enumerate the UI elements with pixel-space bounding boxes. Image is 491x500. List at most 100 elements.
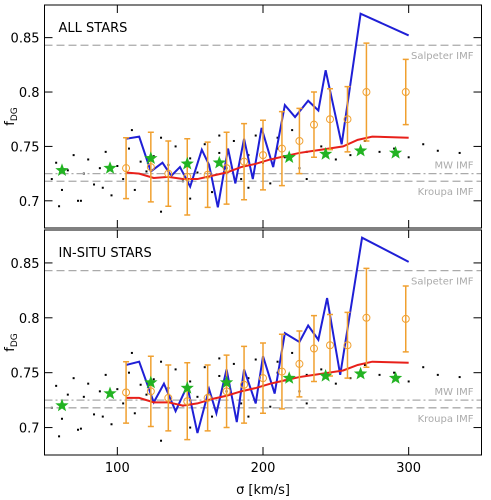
plot-area [44,236,482,442]
panel-title: IN-SITU STARS [59,246,152,261]
error-point [259,374,267,383]
data-point [269,182,272,185]
data-point [320,145,323,148]
star [144,151,158,164]
data-point [232,139,235,142]
data-point [247,377,250,380]
data-point [130,129,133,132]
y-label-sub: DG [10,333,20,347]
y-tick-label: 0.75 [11,367,40,382]
star [144,375,158,389]
data-point [218,151,221,154]
data-point [152,378,155,381]
star [103,161,117,174]
data-point [104,373,107,376]
star [103,386,117,400]
data-point [116,388,119,391]
error-point [343,115,352,124]
data-point [305,373,308,376]
data-point [305,402,308,405]
data-point [458,376,461,379]
data-point [320,368,323,371]
data-point [98,390,101,393]
error-bar [147,355,154,428]
data-point [50,178,53,181]
error-bar [147,131,154,203]
error-point [146,163,155,172]
error-bar [402,58,409,126]
data-point [145,170,148,173]
data-point [458,151,461,154]
data-point [82,395,85,398]
data-point [254,358,257,361]
error-point [362,313,371,322]
y-label-sub: DG [10,107,20,121]
error-bar [310,91,317,159]
error-bar [278,110,285,187]
data-point [110,194,113,197]
error-point [295,136,304,145]
star [212,155,226,169]
plot-area [44,12,482,216]
error-point [146,387,155,396]
data-point [87,382,90,385]
data-point [72,377,75,380]
data-point [291,129,294,132]
error-point [183,397,192,406]
data-point [189,157,192,160]
error-point [164,393,173,402]
data-point [174,368,177,371]
data-point [334,382,337,385]
data-point [122,402,125,405]
error-bar [241,345,248,424]
data-point [407,156,410,159]
data-point [218,357,221,360]
error-point [309,344,318,353]
data-point [58,205,61,208]
data-point [79,427,82,430]
data-point [55,161,58,164]
data-point [334,158,337,161]
error-bar [278,333,285,410]
data-point [203,366,206,369]
y-tick-label: 0.7 [19,195,40,210]
error-point [343,341,352,350]
error-bar [402,285,409,353]
data-point [218,134,221,137]
error-bar [327,88,334,151]
data-point [139,160,142,163]
data-point [87,158,90,161]
data-point [77,199,80,202]
error-point [362,88,371,97]
error-bar [363,42,370,142]
star [282,150,296,163]
data-point [127,371,130,374]
error-point [326,341,335,350]
data-point [363,364,366,366]
data-point [189,380,192,383]
frame [44,4,482,229]
data-point [93,183,96,186]
star [388,371,403,384]
data-point [378,373,381,376]
error-bar [310,314,317,383]
star [319,369,333,382]
data-point [66,169,69,172]
data-point [283,156,286,159]
star [353,143,368,157]
data-point [130,351,133,354]
data-point [133,188,136,191]
data-point [247,186,250,189]
data-point [247,415,250,418]
error-bar [165,364,172,432]
error-point [309,120,318,129]
x-tick-label: 200 [251,461,276,476]
data-point [104,150,107,153]
error-bar [204,364,211,432]
data-point [98,167,101,170]
data-point [79,199,82,202]
data-point [116,164,119,167]
star [55,163,69,176]
reference-label: Kroupa IMF [418,187,474,198]
y-tick-label: 0.85 [11,32,40,47]
